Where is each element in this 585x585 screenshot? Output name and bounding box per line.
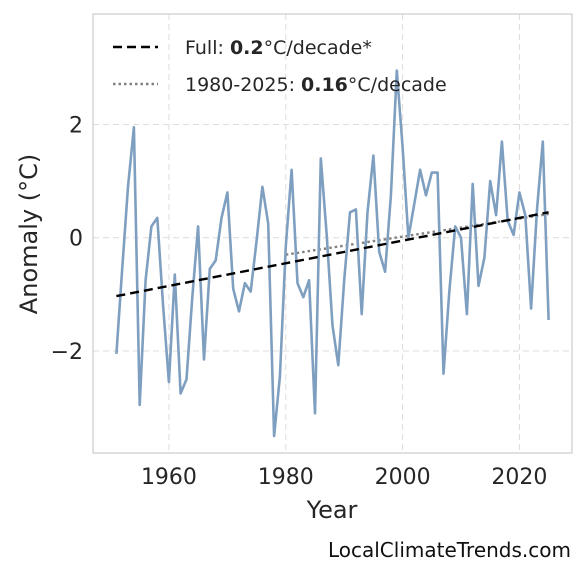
x-tick-label: 1980 [258, 465, 314, 490]
y-axis-label: Anomaly (°C) [15, 154, 43, 314]
plot-area [115, 69, 550, 438]
x-axis-label: Year [306, 496, 358, 524]
anomaly-series-line [115, 69, 550, 438]
x-tick-label: 1960 [141, 465, 197, 490]
legend: Full: 0.2°C/decade* 1980-2025: 0.16°C/dec… [113, 37, 447, 96]
tick-labels: 1960 1980 2000 2020 −2 0 2 [51, 113, 548, 490]
y-tick-label: 0 [69, 227, 83, 252]
plot-frame [92, 13, 573, 454]
legend-item-full-label: Full: 0.2°C/decade* [185, 37, 372, 59]
y-tick-label: 2 [69, 113, 83, 138]
legend-item-recent-label: 1980-2025: 0.16°C/decade [185, 74, 447, 96]
full-trend-line [116, 211, 549, 298]
y-tick-label: −2 [51, 340, 83, 365]
x-tick-label: 2020 [491, 465, 547, 490]
x-tick-label: 2000 [375, 465, 431, 490]
watermark: LocalClimateTrends.com [327, 538, 571, 562]
